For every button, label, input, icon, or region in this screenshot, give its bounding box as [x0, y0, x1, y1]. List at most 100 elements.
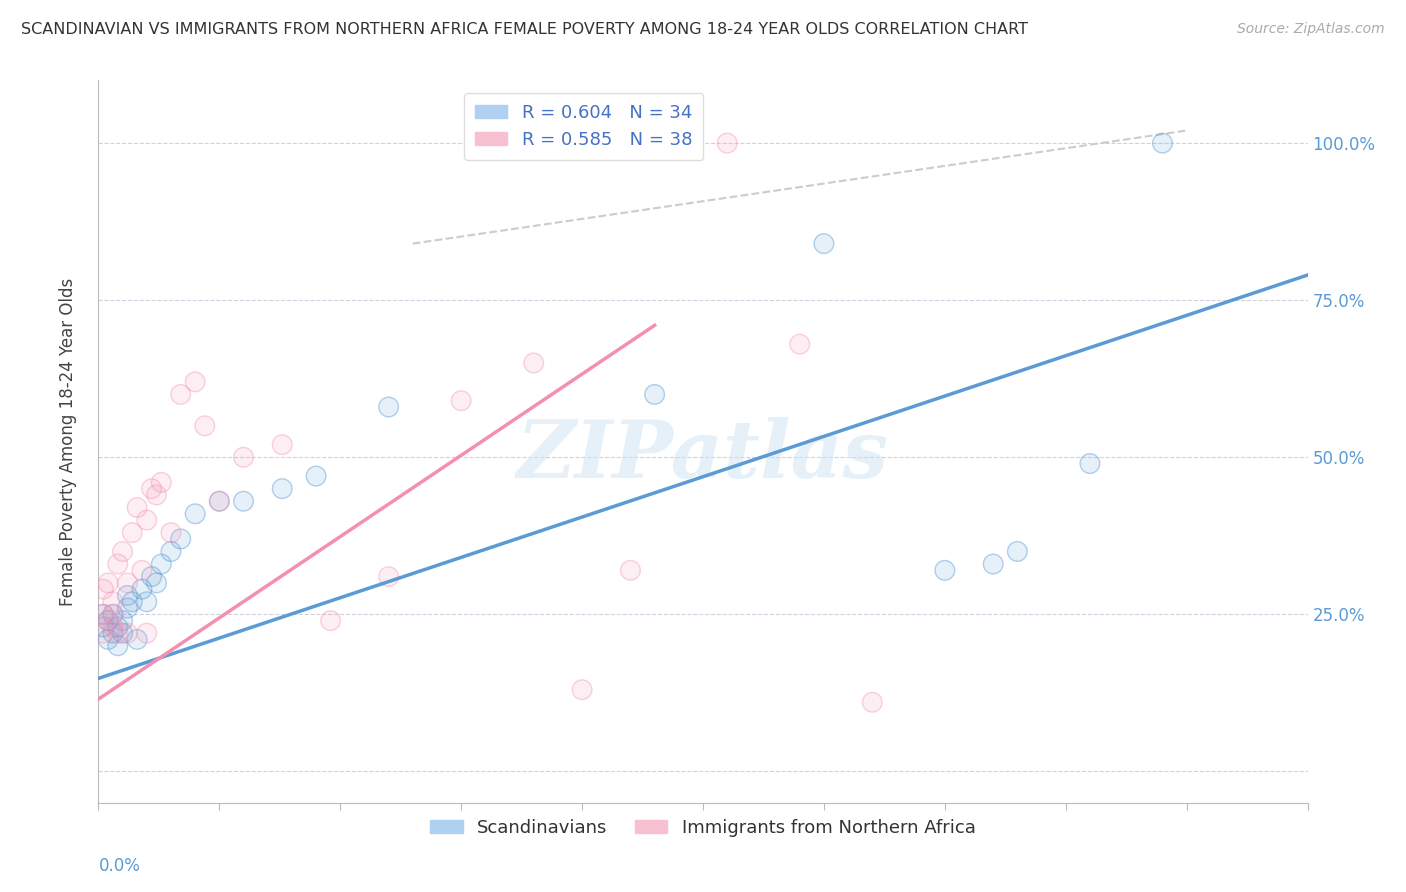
- Point: [91, 626, 114, 640]
- Point: [789, 337, 811, 351]
- Point: [97, 614, 120, 628]
- Text: Source: ZipAtlas.com: Source: ZipAtlas.com: [1237, 22, 1385, 37]
- Text: ZIPatlas: ZIPatlas: [517, 417, 889, 495]
- Point: [135, 626, 157, 640]
- Point: [107, 639, 129, 653]
- Point: [981, 557, 1004, 571]
- Point: [377, 400, 399, 414]
- Point: [117, 589, 139, 603]
- Point: [91, 626, 114, 640]
- Point: [107, 620, 129, 634]
- Point: [107, 557, 129, 571]
- Point: [131, 582, 153, 597]
- Point: [860, 695, 883, 709]
- Point: [91, 607, 114, 622]
- Point: [117, 575, 139, 590]
- Point: [619, 563, 641, 577]
- Point: [145, 488, 167, 502]
- Point: [101, 620, 124, 634]
- Point: [1007, 544, 1029, 558]
- Point: [111, 626, 134, 640]
- Point: [860, 695, 883, 709]
- Point: [111, 626, 134, 640]
- Point: [141, 569, 163, 583]
- Point: [145, 575, 167, 590]
- Point: [91, 620, 114, 634]
- Point: [111, 544, 134, 558]
- Point: [111, 544, 134, 558]
- Point: [232, 494, 254, 508]
- Point: [377, 569, 399, 583]
- Point: [101, 607, 124, 622]
- Point: [101, 595, 124, 609]
- Point: [135, 626, 157, 640]
- Point: [271, 482, 294, 496]
- Point: [813, 236, 835, 251]
- Point: [97, 614, 120, 628]
- Point: [150, 475, 173, 490]
- Point: [232, 450, 254, 465]
- Point: [450, 393, 472, 408]
- Point: [981, 557, 1004, 571]
- Point: [571, 682, 593, 697]
- Point: [135, 595, 157, 609]
- Point: [97, 632, 120, 647]
- Point: [208, 494, 231, 508]
- Point: [97, 614, 120, 628]
- Point: [184, 507, 207, 521]
- Point: [184, 375, 207, 389]
- Point: [169, 532, 191, 546]
- Point: [91, 620, 114, 634]
- Point: [305, 469, 328, 483]
- Point: [523, 356, 546, 370]
- Point: [127, 632, 149, 647]
- Point: [716, 136, 738, 150]
- Point: [160, 525, 183, 540]
- Point: [131, 582, 153, 597]
- Point: [141, 482, 163, 496]
- Point: [131, 563, 153, 577]
- Point: [184, 507, 207, 521]
- Point: [111, 614, 134, 628]
- Point: [232, 450, 254, 465]
- Point: [1078, 457, 1101, 471]
- Point: [1007, 544, 1029, 558]
- Point: [169, 532, 191, 546]
- Point: [208, 494, 231, 508]
- Point: [271, 482, 294, 496]
- Point: [117, 626, 139, 640]
- Point: [644, 136, 666, 150]
- Point: [145, 575, 167, 590]
- Point: [117, 589, 139, 603]
- Point: [208, 494, 231, 508]
- Point: [97, 575, 120, 590]
- Point: [644, 387, 666, 401]
- Point: [319, 614, 342, 628]
- Point: [141, 569, 163, 583]
- Point: [1152, 136, 1174, 150]
- Point: [117, 626, 139, 640]
- Point: [91, 607, 114, 622]
- Point: [789, 337, 811, 351]
- Point: [644, 387, 666, 401]
- Point: [101, 607, 124, 622]
- Point: [121, 595, 143, 609]
- Point: [194, 418, 217, 433]
- Point: [101, 626, 124, 640]
- Point: [169, 387, 191, 401]
- Point: [117, 575, 139, 590]
- Point: [319, 614, 342, 628]
- Point: [111, 614, 134, 628]
- Point: [121, 525, 143, 540]
- Point: [160, 525, 183, 540]
- Point: [117, 601, 139, 615]
- Point: [150, 557, 173, 571]
- Y-axis label: Female Poverty Among 18-24 Year Olds: Female Poverty Among 18-24 Year Olds: [59, 277, 77, 606]
- Point: [141, 482, 163, 496]
- Point: [160, 544, 183, 558]
- Point: [150, 475, 173, 490]
- Point: [127, 500, 149, 515]
- Point: [184, 375, 207, 389]
- Point: [107, 620, 129, 634]
- Point: [271, 438, 294, 452]
